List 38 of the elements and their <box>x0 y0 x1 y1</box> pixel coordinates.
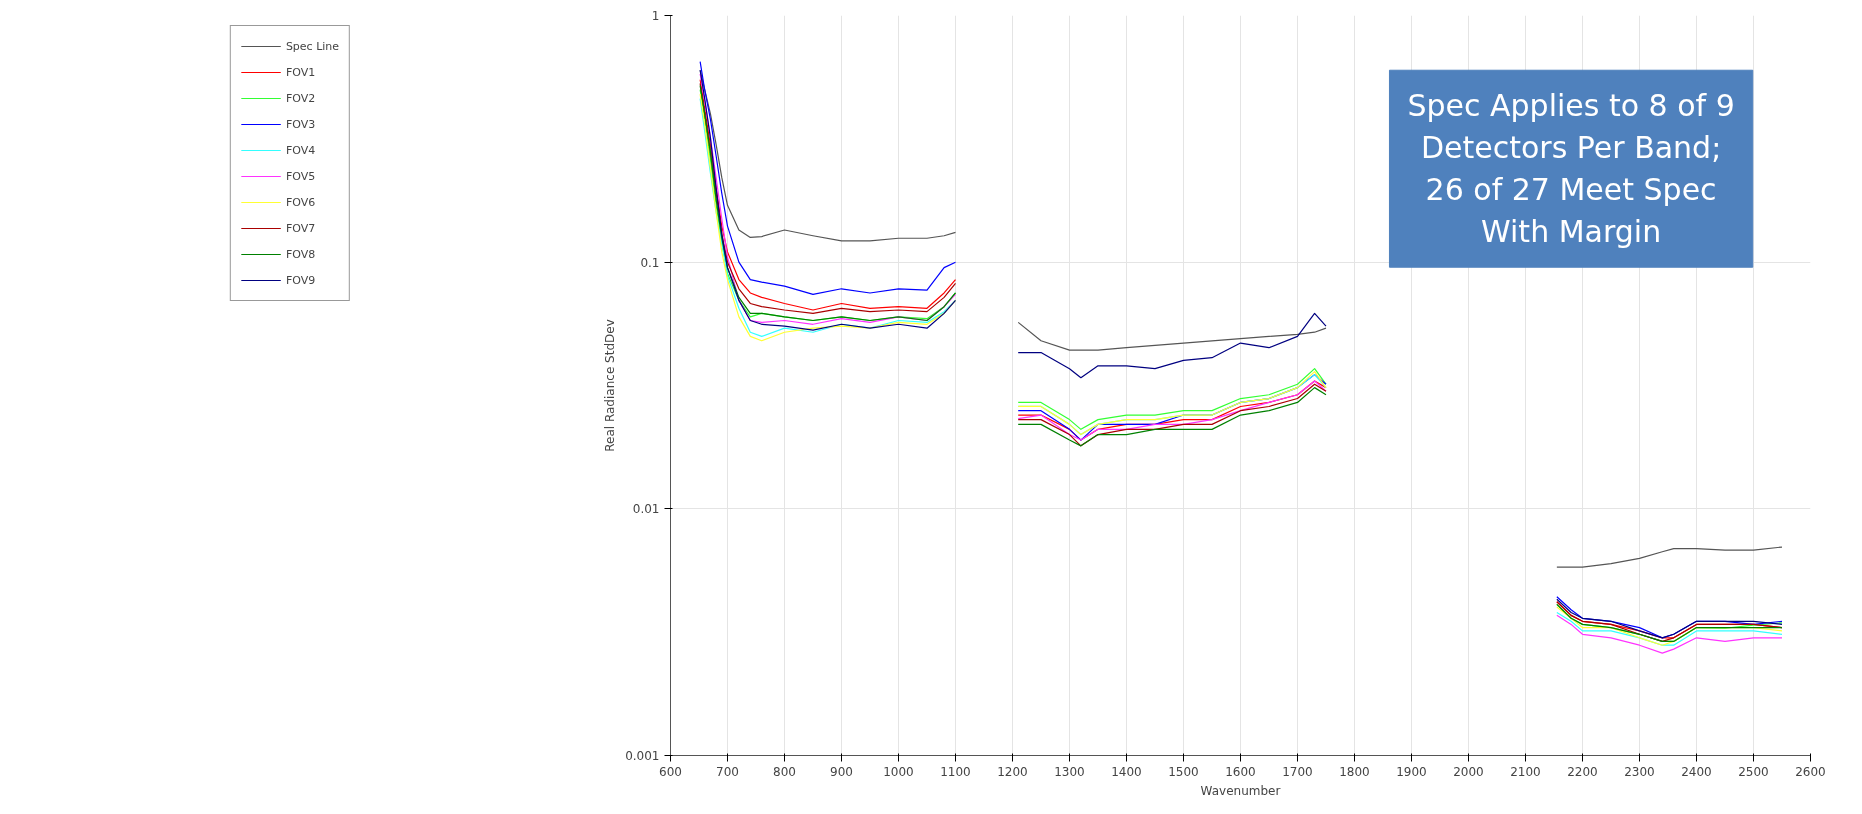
x-tick-label: 2100 <box>1510 764 1541 779</box>
x-tick-label: 2200 <box>1567 764 1598 779</box>
legend-label: FOV4 <box>285 143 316 157</box>
legend-label: FOV8 <box>285 247 316 261</box>
x-tick-label: 1100 <box>940 764 971 779</box>
x-tick-label: 1400 <box>1111 764 1142 779</box>
x-tick-label: 1800 <box>1339 764 1370 779</box>
legend-label: FOV5 <box>285 169 316 183</box>
x-tick-label: 1500 <box>1168 764 1199 779</box>
legend-label: FOV1 <box>285 65 316 79</box>
x-axis-title: Wavenumber <box>1200 783 1281 798</box>
x-tick-label: 1300 <box>1054 764 1085 779</box>
x-tick-label: 2000 <box>1453 764 1484 779</box>
legend-label: FOV3 <box>285 117 316 131</box>
x-tick-label: 700 <box>716 764 739 779</box>
x-tick-label: 2400 <box>1681 764 1712 779</box>
x-tick-label: 600 <box>659 764 682 779</box>
x-tick-label: 900 <box>830 764 853 779</box>
x-tick-label: 2500 <box>1738 764 1769 779</box>
y-tick-label: 0.001 <box>625 749 660 763</box>
x-tick-label: 2600 <box>1795 764 1826 779</box>
legend-label: FOV7 <box>285 221 316 235</box>
y-tick-label: 0.1 <box>640 255 660 270</box>
annotation: Spec Applies to 8 of 9 Detectors Per Band; 26 of 27 Meet Spec With Margin <box>1407 88 1735 250</box>
legend-label: FOV9 <box>285 273 316 287</box>
x-tick-label: 2300 <box>1624 764 1655 779</box>
x-tick-label: 1000 <box>883 764 914 779</box>
legend-label: Spec Line <box>285 39 340 53</box>
x-tick-label: 1200 <box>997 764 1028 779</box>
y-tick-label: 1 <box>651 9 660 23</box>
y-tick-label: 0.01 <box>632 502 660 517</box>
x-tick-label: 800 <box>773 764 796 779</box>
legend-label: FOV6 <box>285 195 316 209</box>
x-tick-label: 1900 <box>1396 764 1427 779</box>
x-tick-label: 1600 <box>1225 764 1256 779</box>
legend-label: FOV2 <box>285 91 316 105</box>
x-tick-label: 1700 <box>1282 764 1313 779</box>
y-axis-title: Real Radiance StdDev <box>603 319 618 452</box>
